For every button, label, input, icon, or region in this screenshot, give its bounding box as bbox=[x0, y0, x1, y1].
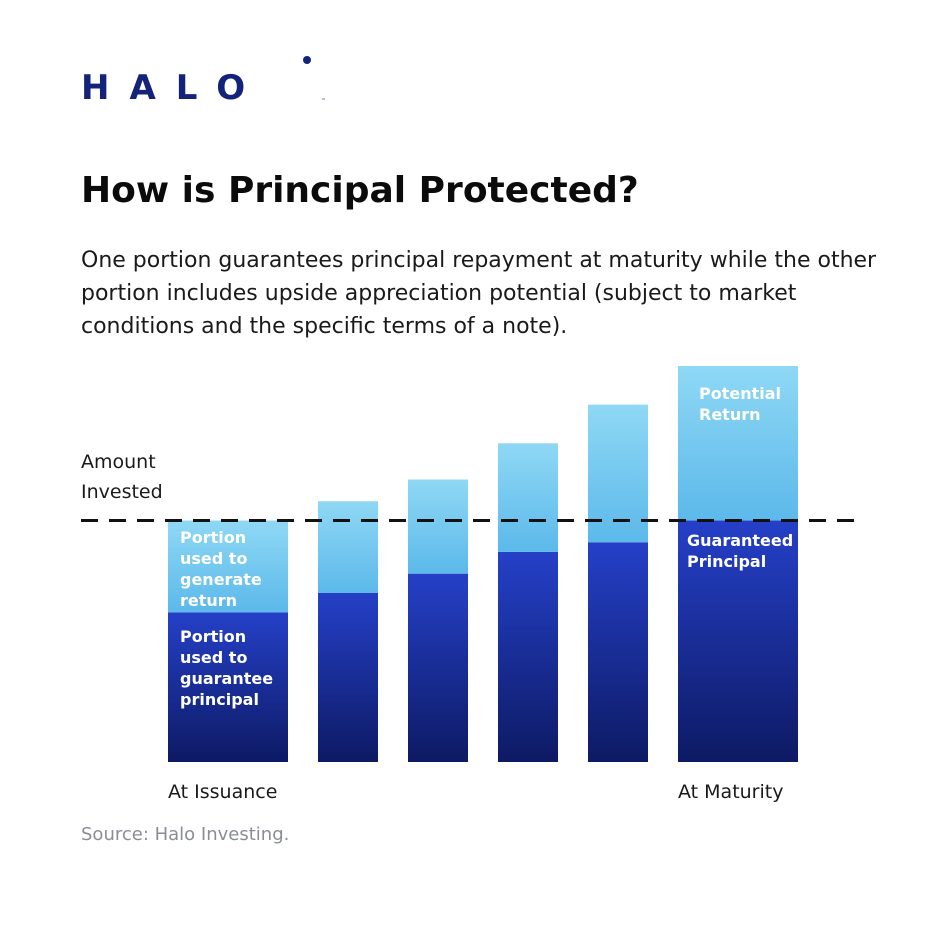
amount-invested-label: Amount bbox=[81, 451, 156, 473]
bar-return-3 bbox=[408, 479, 468, 574]
bar-return-1 bbox=[168, 520, 288, 613]
x-axis-label: At Issuance bbox=[168, 781, 277, 803]
labels-group: At Issuance At Maturity Amount Invested Port… bbox=[81, 384, 856, 803]
bar-return-2 bbox=[318, 501, 378, 593]
issuance-principal-annotation: used to bbox=[180, 648, 247, 667]
maturity-principal-annotation: Principal bbox=[687, 552, 766, 571]
maturity-return-annotation: Potential bbox=[699, 384, 781, 403]
bar-principal-4 bbox=[498, 551, 558, 762]
page-title: How is Principal Protected? bbox=[81, 170, 639, 211]
issuance-return-annotation: return bbox=[180, 591, 237, 610]
bar-principal-1 bbox=[168, 612, 288, 762]
trademark-symbol: ™ bbox=[321, 98, 326, 104]
bar-principal-5 bbox=[588, 542, 648, 762]
issuance-return-annotation: Portion bbox=[180, 528, 246, 547]
amount-invested-label: Invested bbox=[81, 481, 163, 503]
bar-return-6 bbox=[678, 366, 798, 521]
issuance-return-annotation: generate bbox=[180, 570, 262, 589]
halo-logo: HALO ™ bbox=[81, 56, 326, 114]
description: One portion guarantees principal repayme… bbox=[81, 248, 877, 339]
bar-principal-3 bbox=[408, 573, 468, 762]
issuance-principal-annotation: guarantee bbox=[180, 669, 273, 688]
issuance-principal-annotation: principal bbox=[180, 690, 259, 709]
issuance-principal-annotation: Portion bbox=[180, 627, 246, 646]
bar-principal-2 bbox=[318, 592, 378, 762]
source-note: Source: Halo Investing. bbox=[81, 824, 290, 845]
bars-group bbox=[168, 366, 798, 762]
x-axis-label: At Maturity bbox=[678, 781, 783, 803]
issuance-return-annotation: used to bbox=[180, 549, 247, 568]
logo-text: HALO bbox=[81, 68, 266, 108]
bar-principal-6 bbox=[678, 520, 798, 762]
maturity-principal-annotation: Guaranteed bbox=[687, 531, 793, 550]
logo-dot-icon bbox=[303, 56, 311, 64]
maturity-return-annotation: Return bbox=[699, 405, 761, 424]
bar-return-4 bbox=[498, 443, 558, 552]
